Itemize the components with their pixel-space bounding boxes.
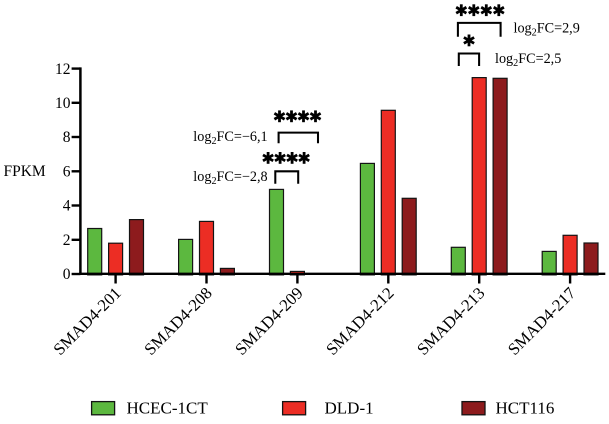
svg-text:HCT116: HCT116 bbox=[496, 399, 555, 418]
svg-text:8: 8 bbox=[63, 129, 71, 146]
svg-text:log2FC=−2,8: log2FC=−2,8 bbox=[193, 169, 267, 187]
svg-text:HCEC-1CT: HCEC-1CT bbox=[127, 399, 209, 418]
svg-text:FPKM: FPKM bbox=[4, 163, 46, 180]
svg-text:6: 6 bbox=[63, 164, 71, 181]
svg-text:4: 4 bbox=[63, 198, 71, 215]
svg-text:10: 10 bbox=[55, 95, 71, 112]
svg-text:log2FC=−6,1: log2FC=−6,1 bbox=[193, 129, 267, 147]
svg-text:2: 2 bbox=[63, 232, 71, 249]
svg-text:12: 12 bbox=[55, 61, 71, 78]
svg-text:log2FC=2,5: log2FC=2,5 bbox=[495, 51, 561, 69]
svg-text:DLD-1: DLD-1 bbox=[325, 399, 374, 418]
svg-text:log2FC=2,9: log2FC=2,9 bbox=[514, 20, 580, 38]
svg-text:0: 0 bbox=[63, 266, 71, 283]
